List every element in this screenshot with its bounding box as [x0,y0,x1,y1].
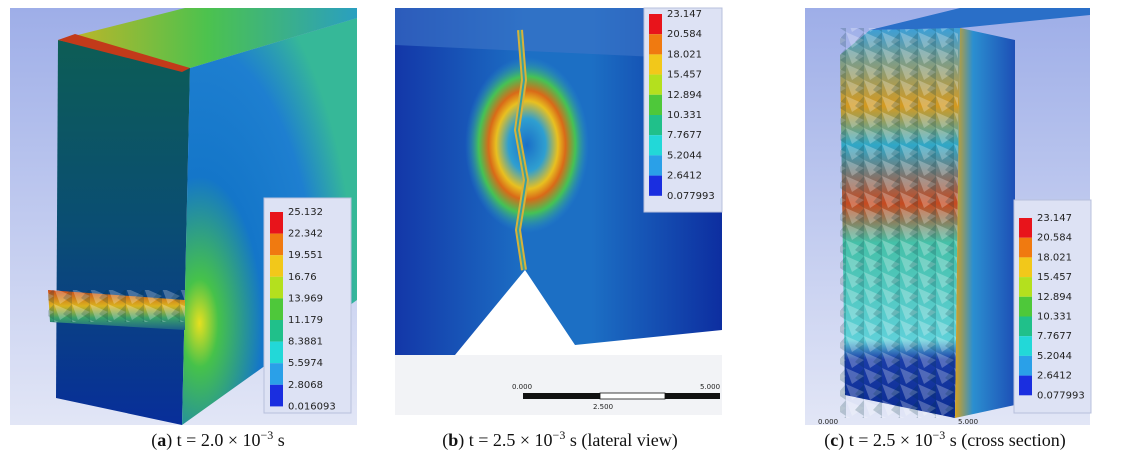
scale-label: 5.000 [958,418,978,426]
legend-label: 0.016093 [288,401,336,412]
legend-label: 12.894 [1037,292,1072,303]
legend-label: 2.6412 [667,171,702,182]
legend-label: 15.457 [667,70,702,81]
legend-c: 23.147 20.584 18.021 15.457 12.894 10.331 7.76… [1014,200,1091,413]
legend-label: 10.331 [1037,312,1072,323]
legend-swatch [649,54,662,74]
legend-label: 2.8068 [288,380,323,391]
legend-label: 20.584 [1037,233,1072,244]
legend-label: 5.2044 [1037,351,1072,362]
legend-swatch [649,135,662,155]
legend-swatch [270,298,283,320]
legend-swatch [270,342,283,364]
legend-label: 18.021 [667,49,702,60]
legend-swatch [649,155,662,175]
legend-label: 0.077993 [1037,390,1085,401]
legend-swatch [270,277,283,299]
legend-swatch [1019,218,1032,238]
legend-label: 25.132 [288,207,323,218]
legend-label: 15.457 [1037,272,1072,283]
legend-swatch [649,34,662,54]
legend-label: 7.7677 [667,130,702,141]
figure: 25.132 22.342 19.551 16.76 13.969 11.179 8.388… [0,0,1121,457]
legend-swatch [1019,336,1032,356]
legend-label: 22.342 [288,229,323,240]
legend-swatch [270,255,283,277]
legend-swatch [649,14,662,34]
legend-swatch [649,75,662,95]
scale-label: 2.500 [593,403,613,411]
legend-swatch [649,115,662,135]
legend-b: 23.147 20.584 18.021 15.457 12.894 10.331 7.76… [644,8,722,212]
legend-label: 0.077993 [667,191,715,202]
legend-swatch [270,320,283,342]
legend-swatch [270,212,283,234]
legend-label: 11.179 [288,315,323,326]
legend-label: 10.331 [667,110,702,121]
legend-swatch [1019,257,1032,277]
legend-swatch [270,234,283,256]
scale-label: 0.000 [818,418,838,426]
legend-label: 5.2044 [667,150,702,161]
legend-label: 16.76 [288,272,317,283]
legend-label: 20.584 [667,29,702,40]
legend-swatch [1019,297,1032,317]
legend-swatch [1019,277,1032,297]
legend-label: 23.147 [667,9,702,20]
legend-swatch [1019,356,1032,376]
legend-label: 5.5974 [288,358,323,369]
scale-label: 5.000 [700,383,720,391]
legend-swatch [1019,376,1032,396]
legend-label: 19.551 [288,250,323,261]
legend-label: 13.969 [288,293,323,304]
legend-swatch [270,385,283,407]
legend-swatch [1019,317,1032,337]
legend-swatch [1019,238,1032,258]
legend-label: 18.021 [1037,252,1072,263]
scale-label: 0.000 [512,383,532,391]
legend-label: 2.6412 [1037,371,1072,382]
caption-c: (c) t = 2.5 × 10−3 s (cross section) [824,428,1066,451]
caption-b: (b) t = 2.5 × 10−3 s (lateral view) [442,428,678,451]
legend-swatch [649,95,662,115]
legend-label: 12.894 [667,90,702,101]
legend-label: 8.3881 [288,337,323,348]
caption-a: (a) t = 2.0 × 10−3 s [151,428,285,451]
legend-label: 23.147 [1037,213,1072,224]
legend-a: 25.132 22.342 19.551 16.76 13.969 11.179 8.388… [264,198,351,413]
legend-swatch [270,363,283,385]
legend-label: 7.7677 [1037,331,1072,342]
legend-swatch [649,176,662,196]
